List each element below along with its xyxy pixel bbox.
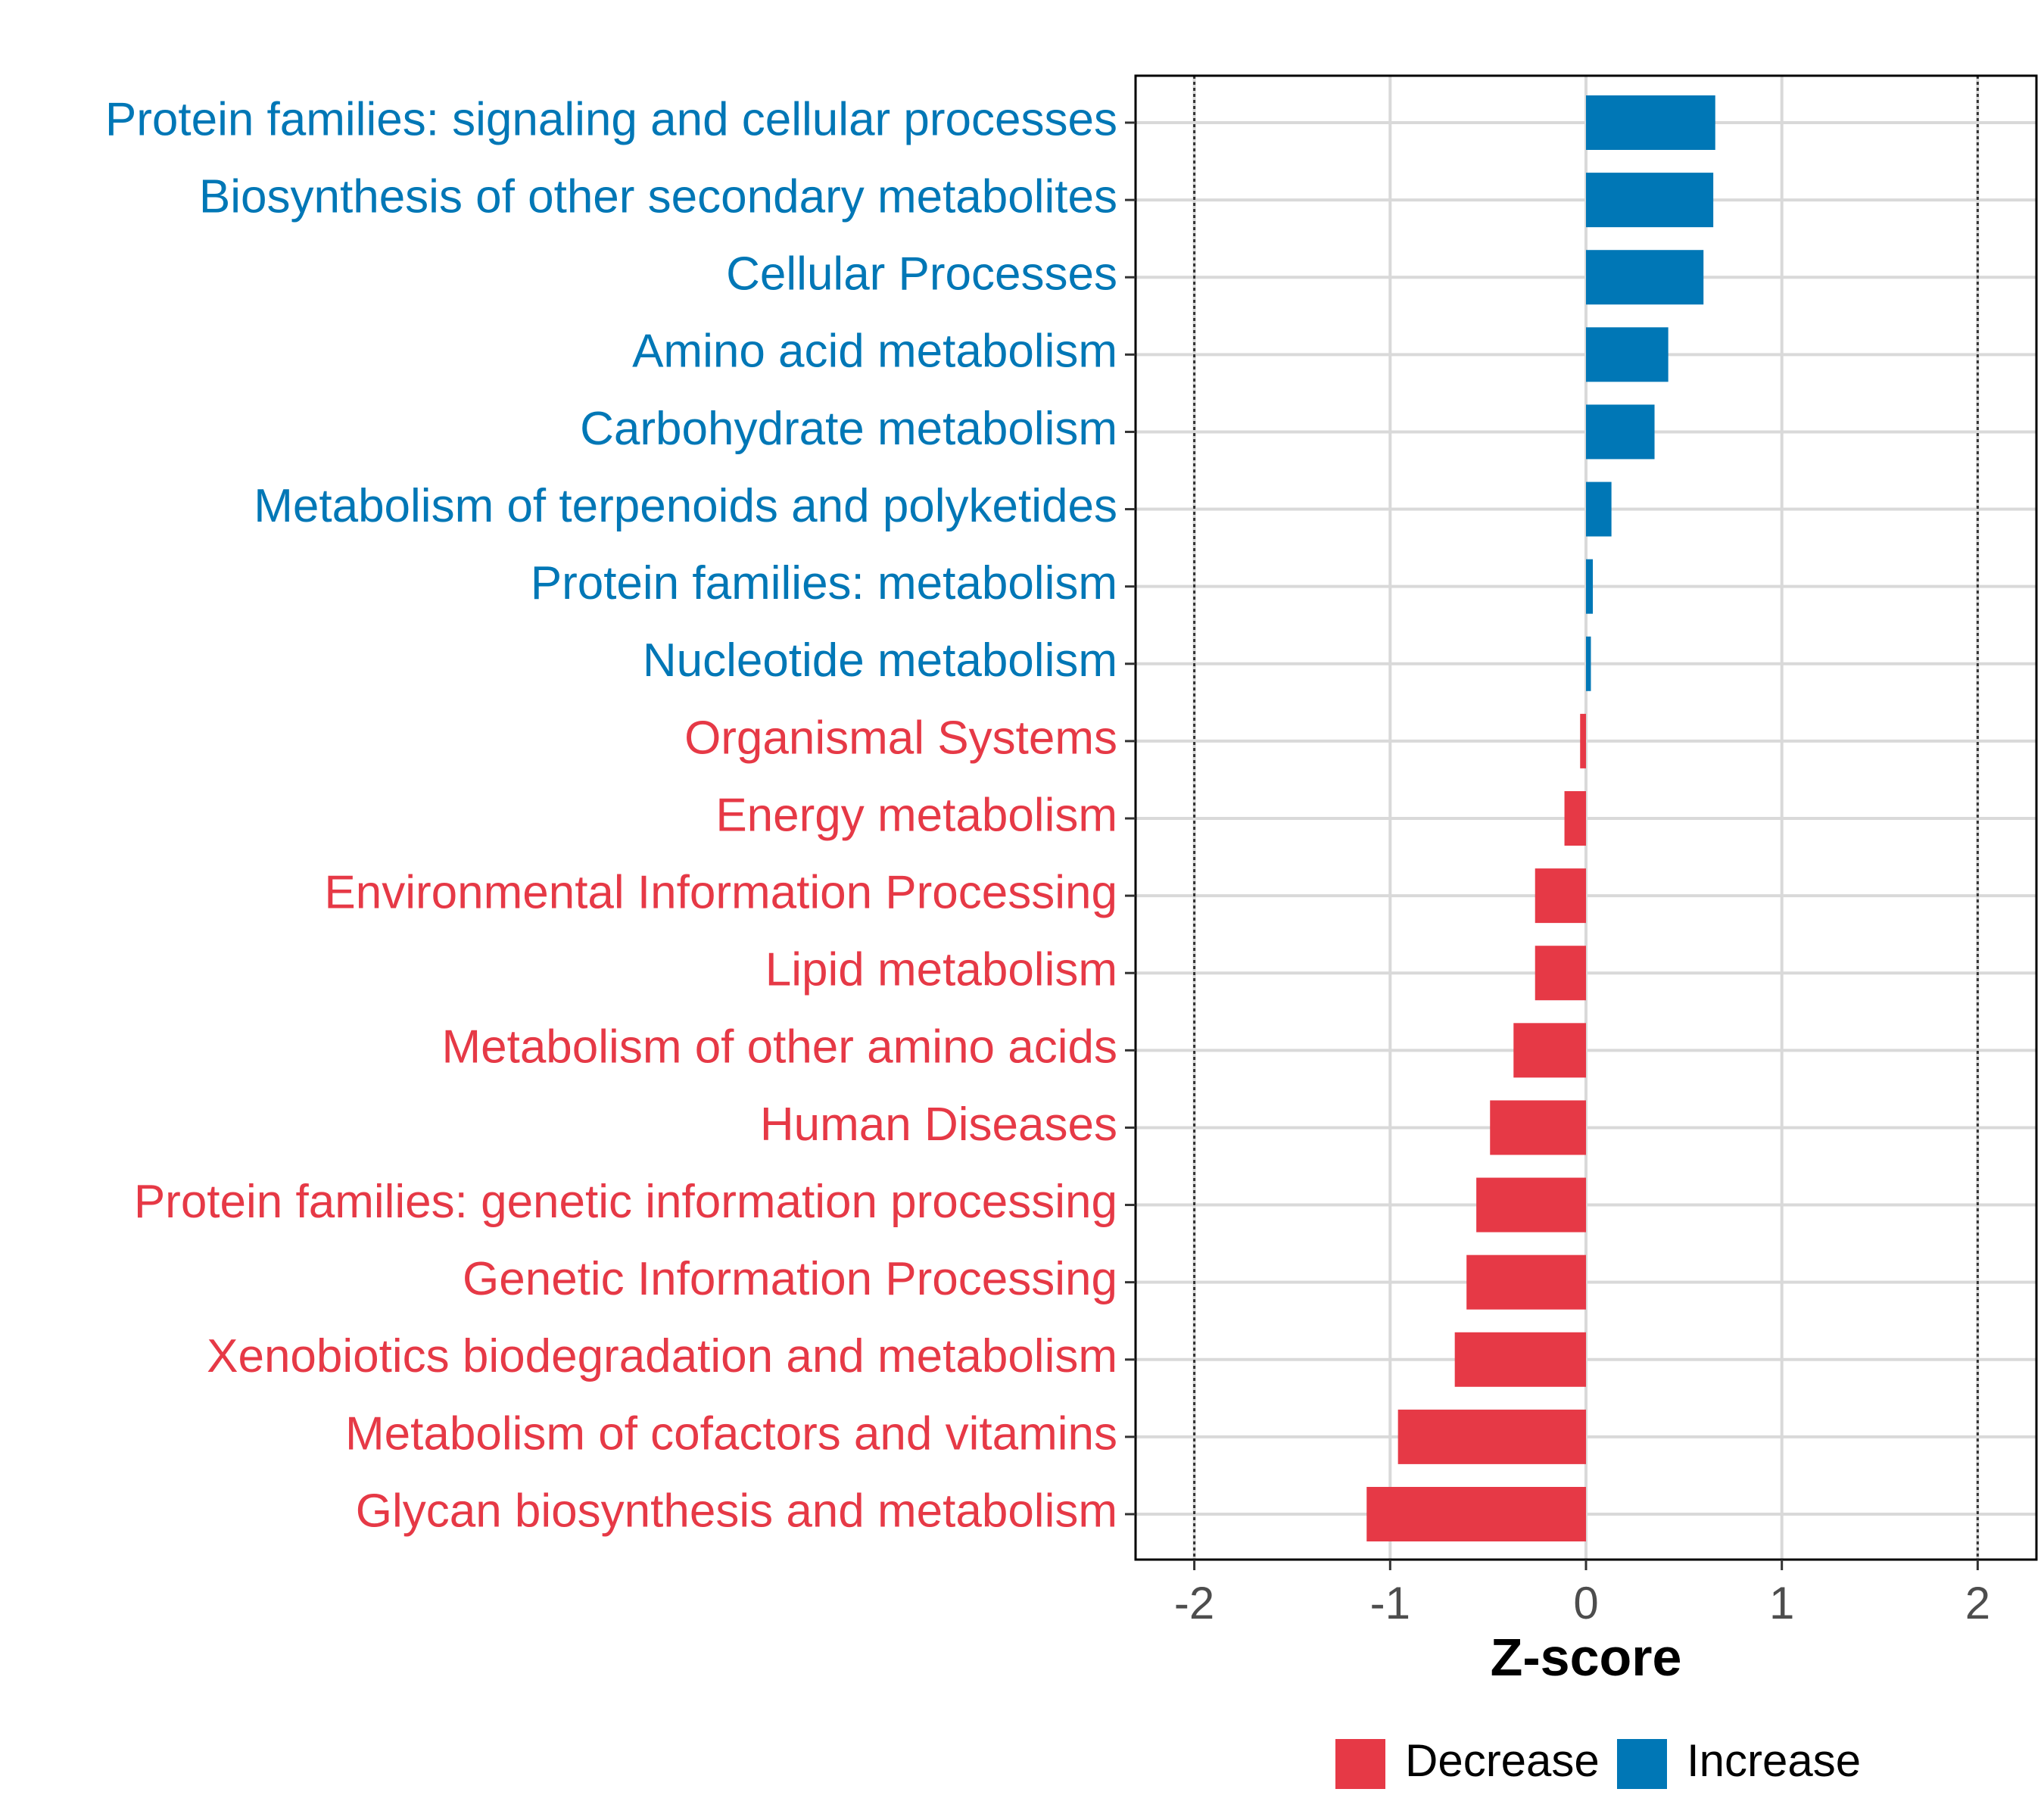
x-tick-label: 2	[1965, 1578, 1990, 1628]
category-label: Genetic Information Processing	[463, 1253, 1117, 1305]
x-tick-label: 1	[1769, 1578, 1794, 1628]
category-label: Cellular Processes	[726, 248, 1117, 301]
x-tick-label: 0	[1573, 1578, 1598, 1628]
legend-label-increase: Increase	[1687, 1735, 1861, 1786]
reference-lines	[1193, 76, 1979, 1560]
category-label: Carbohydrate metabolism	[580, 403, 1117, 455]
bar-increase	[1586, 482, 1612, 537]
bar-decrease	[1580, 713, 1586, 768]
legend: Decrease Increase	[1335, 1735, 1861, 1789]
category-label: Protein families: metabolism	[531, 557, 1117, 609]
category-label: Nucleotide metabolism	[643, 634, 1117, 687]
x-tick-label: -1	[1370, 1578, 1410, 1628]
bar-decrease	[1466, 1254, 1586, 1310]
bars	[1366, 95, 1715, 1541]
bar-decrease	[1564, 791, 1586, 846]
category-label: Biosynthesis of other secondary metaboli…	[199, 170, 1117, 223]
category-label: Metabolism of cofactors and vitamins	[345, 1407, 1117, 1460]
category-label: Metabolism of terpenoids and polyketides	[254, 480, 1117, 532]
category-label: Metabolism of other amino acids	[441, 1021, 1117, 1074]
category-label: Human Diseases	[760, 1099, 1117, 1151]
category-label: Amino acid metabolism	[632, 326, 1117, 378]
bar-decrease	[1397, 1409, 1586, 1464]
bar-decrease	[1490, 1100, 1586, 1155]
y-axis-category-labels: Protein families: signaling and cellular…	[105, 93, 1117, 1537]
bar-decrease	[1513, 1023, 1586, 1078]
bar-decrease	[1454, 1332, 1586, 1387]
category-label: Lipid metabolism	[765, 944, 1117, 996]
x-axis-ticks: -2 -1 0 1 2	[1174, 1560, 1990, 1628]
category-label: Environmental Information Processing	[324, 866, 1117, 918]
legend-swatch-increase	[1617, 1739, 1667, 1789]
x-axis-title: Z-score	[1491, 1628, 1682, 1687]
bar-increase	[1586, 250, 1704, 305]
bar-decrease	[1535, 946, 1586, 1001]
category-label: Energy metabolism	[715, 789, 1117, 841]
bar-increase	[1586, 636, 1591, 691]
legend-label-decrease: Decrease	[1405, 1735, 1600, 1786]
category-label: Protein families: signaling and cellular…	[105, 93, 1117, 145]
bar-increase	[1586, 404, 1655, 460]
bar-decrease	[1535, 868, 1586, 924]
category-label: Glycan biosynthesis and metabolism	[356, 1485, 1117, 1537]
category-label: Organismal Systems	[684, 712, 1117, 764]
bar-decrease	[1476, 1177, 1586, 1233]
category-label: Xenobiotics biodegradation and metabolis…	[207, 1330, 1117, 1382]
x-tick-label: -2	[1174, 1578, 1214, 1628]
legend-swatch-decrease	[1335, 1739, 1385, 1789]
category-label: Protein families: genetic information pr…	[134, 1176, 1117, 1228]
bar-increase	[1586, 173, 1714, 228]
bar-increase	[1586, 559, 1594, 614]
bar-decrease	[1366, 1487, 1586, 1541]
bar-increase	[1586, 327, 1669, 382]
y-axis-ticks	[1125, 121, 1136, 1516]
bar-increase	[1586, 95, 1715, 150]
